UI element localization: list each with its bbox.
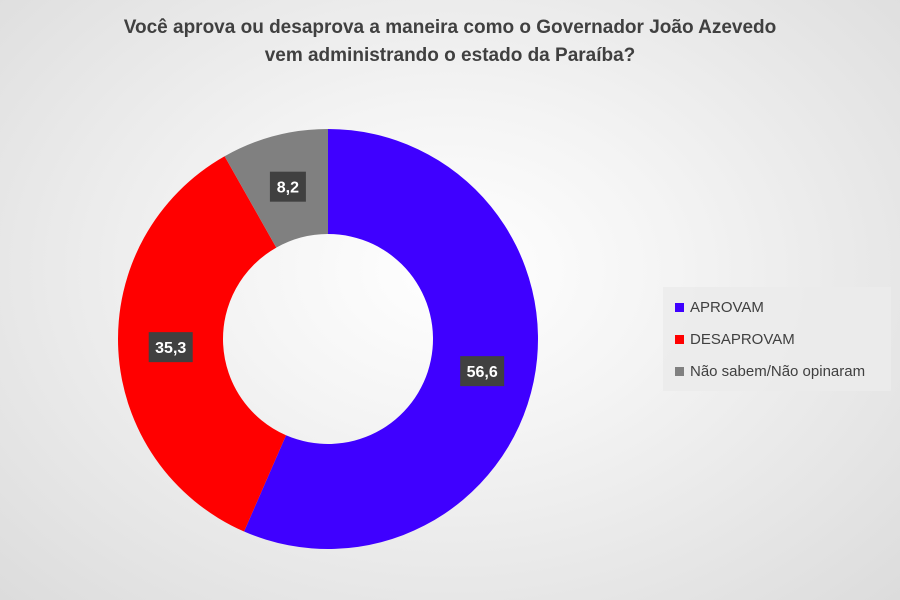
legend-label-desaprovam: DESAPROVAM xyxy=(690,330,795,348)
chart-legend: APROVAM DESAPROVAM Não sabem/Não opinara… xyxy=(663,287,891,391)
data-label-text-desaprovam: 35,3 xyxy=(155,340,186,357)
data-label-aprovam: 56,6 xyxy=(460,356,505,387)
donut-slice-desaprovam xyxy=(118,156,287,532)
legend-swatch-nao-sabem xyxy=(675,366,684,376)
legend-swatch-aprovam xyxy=(675,302,684,312)
data-label-box-nao-sabem xyxy=(269,171,306,202)
data-label-text-nao-sabem: 8,2 xyxy=(277,180,299,197)
data-label-desaprovam: 35,3 xyxy=(148,332,193,363)
legend-item-nao-sabem: Não sabem/Não opinaram xyxy=(675,355,891,387)
donut-slice-aprovam xyxy=(244,129,539,549)
legend-label-aprovam: APROVAM xyxy=(690,298,764,316)
chart-title: Você aprova ou desaprova a maneira como … xyxy=(40,14,860,70)
data-label-text-aprovam: 56,6 xyxy=(467,364,498,381)
data-label-box-aprovam xyxy=(460,356,505,387)
data-label-nao-sabem: 8,2 xyxy=(269,171,306,202)
legend-item-desaprovam: DESAPROVAM xyxy=(675,323,891,355)
legend-swatch-desaprovam xyxy=(675,334,684,344)
chart-title-line-1: Você aprova ou desaprova a maneira como … xyxy=(123,17,777,38)
legend-label-nao-sabem: Não sabem/Não opinaram xyxy=(690,362,866,380)
chart-title-line-2: vem administrando o estado da Paraíba? xyxy=(264,45,636,66)
data-label-box-desaprovam xyxy=(148,332,193,363)
legend-item-aprovam: APROVAM xyxy=(675,291,891,323)
